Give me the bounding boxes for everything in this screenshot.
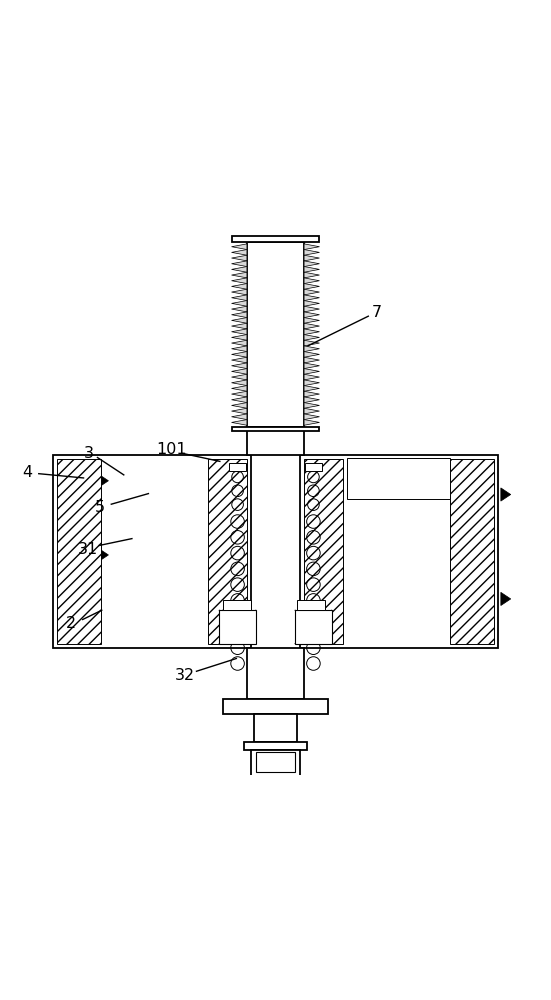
Polygon shape bbox=[231, 289, 247, 295]
Polygon shape bbox=[231, 391, 247, 397]
Polygon shape bbox=[231, 284, 247, 289]
Polygon shape bbox=[304, 363, 320, 369]
Polygon shape bbox=[304, 284, 320, 289]
Bar bbox=[298, 600, 325, 610]
Bar bbox=[347, 458, 450, 499]
Polygon shape bbox=[231, 267, 247, 272]
Bar bbox=[300, 455, 498, 648]
Polygon shape bbox=[231, 380, 247, 386]
Polygon shape bbox=[304, 295, 320, 301]
Bar bbox=[247, 242, 304, 427]
Polygon shape bbox=[231, 244, 247, 250]
Bar bbox=[256, 752, 295, 772]
Bar bbox=[251, 750, 300, 776]
Polygon shape bbox=[304, 386, 320, 391]
Bar bbox=[450, 459, 494, 644]
Polygon shape bbox=[304, 329, 320, 335]
Polygon shape bbox=[231, 250, 247, 255]
Polygon shape bbox=[231, 408, 247, 414]
Polygon shape bbox=[304, 250, 320, 255]
Polygon shape bbox=[304, 352, 320, 357]
Polygon shape bbox=[231, 318, 247, 323]
Polygon shape bbox=[304, 340, 320, 346]
Polygon shape bbox=[102, 476, 109, 485]
Polygon shape bbox=[304, 357, 320, 363]
Polygon shape bbox=[304, 306, 320, 312]
Polygon shape bbox=[231, 346, 247, 352]
Text: 2: 2 bbox=[66, 616, 76, 631]
Text: 32: 32 bbox=[175, 668, 195, 683]
Text: 7: 7 bbox=[372, 305, 382, 320]
Text: 4: 4 bbox=[22, 465, 32, 480]
Polygon shape bbox=[304, 403, 320, 408]
Polygon shape bbox=[304, 323, 320, 329]
Polygon shape bbox=[304, 374, 320, 380]
Polygon shape bbox=[102, 551, 109, 559]
Bar bbox=[244, 742, 307, 750]
Polygon shape bbox=[304, 301, 320, 306]
Polygon shape bbox=[231, 261, 247, 267]
Polygon shape bbox=[231, 255, 247, 261]
Polygon shape bbox=[304, 261, 320, 267]
Polygon shape bbox=[231, 272, 247, 278]
Polygon shape bbox=[304, 278, 320, 284]
Polygon shape bbox=[231, 306, 247, 312]
Polygon shape bbox=[231, 312, 247, 318]
Polygon shape bbox=[231, 369, 247, 374]
Polygon shape bbox=[304, 312, 320, 318]
Polygon shape bbox=[304, 244, 320, 250]
Polygon shape bbox=[304, 391, 320, 397]
Polygon shape bbox=[304, 318, 320, 323]
Polygon shape bbox=[231, 335, 247, 340]
Text: 101: 101 bbox=[156, 442, 186, 457]
Polygon shape bbox=[304, 289, 320, 295]
Polygon shape bbox=[304, 408, 320, 414]
Polygon shape bbox=[231, 278, 247, 284]
Polygon shape bbox=[231, 323, 247, 329]
Polygon shape bbox=[231, 301, 247, 306]
Polygon shape bbox=[304, 255, 320, 261]
Polygon shape bbox=[304, 397, 320, 403]
Polygon shape bbox=[231, 397, 247, 403]
Bar bbox=[295, 610, 332, 644]
Polygon shape bbox=[304, 369, 320, 374]
Polygon shape bbox=[304, 420, 320, 425]
Bar bbox=[208, 459, 247, 644]
Bar bbox=[231, 427, 320, 431]
Polygon shape bbox=[304, 414, 320, 420]
Bar bbox=[53, 455, 251, 648]
Polygon shape bbox=[231, 352, 247, 357]
Polygon shape bbox=[304, 346, 320, 352]
Polygon shape bbox=[231, 403, 247, 408]
Polygon shape bbox=[304, 267, 320, 272]
Polygon shape bbox=[231, 295, 247, 301]
Bar bbox=[229, 463, 246, 471]
Bar bbox=[57, 459, 101, 644]
Polygon shape bbox=[231, 357, 247, 363]
Bar bbox=[253, 714, 298, 742]
Bar bbox=[247, 427, 304, 455]
Polygon shape bbox=[501, 592, 511, 606]
Bar bbox=[223, 600, 251, 610]
Polygon shape bbox=[231, 363, 247, 369]
Polygon shape bbox=[231, 374, 247, 380]
Text: 5: 5 bbox=[95, 500, 105, 515]
Polygon shape bbox=[501, 488, 511, 501]
Polygon shape bbox=[304, 380, 320, 386]
Bar bbox=[219, 610, 256, 644]
Polygon shape bbox=[231, 340, 247, 346]
Polygon shape bbox=[231, 386, 247, 391]
Polygon shape bbox=[304, 335, 320, 340]
Polygon shape bbox=[231, 414, 247, 420]
Polygon shape bbox=[231, 420, 247, 425]
Polygon shape bbox=[304, 272, 320, 278]
Bar bbox=[231, 236, 320, 242]
Polygon shape bbox=[231, 329, 247, 335]
Bar bbox=[247, 648, 304, 699]
Text: 3: 3 bbox=[84, 446, 94, 461]
Bar bbox=[223, 699, 328, 714]
Bar bbox=[305, 463, 322, 471]
Text: 31: 31 bbox=[77, 542, 98, 557]
Bar bbox=[304, 459, 343, 644]
